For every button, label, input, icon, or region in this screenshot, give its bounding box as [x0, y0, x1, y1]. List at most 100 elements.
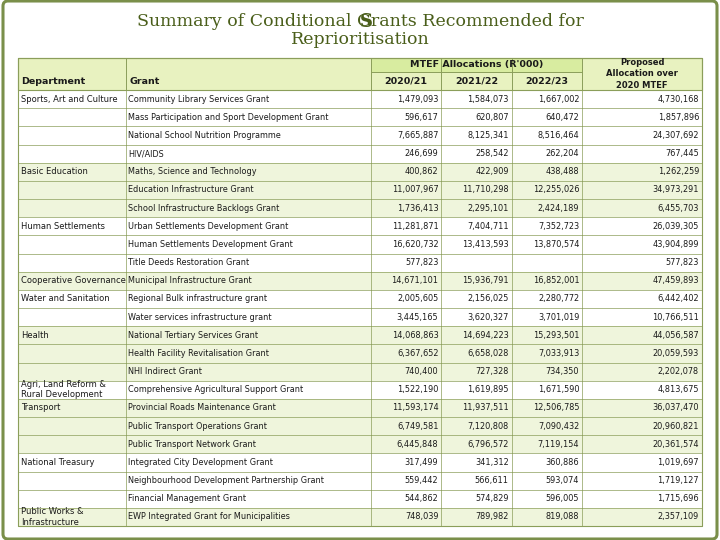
Text: 544,862: 544,862	[405, 494, 438, 503]
Text: Financial Management Grant: Financial Management Grant	[128, 494, 246, 503]
Text: 620,807: 620,807	[475, 113, 509, 122]
Text: Integrated City Development Grant: Integrated City Development Grant	[128, 458, 273, 467]
Text: 740,400: 740,400	[405, 367, 438, 376]
Bar	[18, 199, 702, 217]
Bar	[18, 145, 702, 163]
Text: 577,823: 577,823	[405, 258, 438, 267]
Text: 2,295,101: 2,295,101	[467, 204, 509, 213]
Text: Proposed
Allocation over
2020 MTEF: Proposed Allocation over 2020 MTEF	[606, 58, 678, 90]
Text: 566,611: 566,611	[475, 476, 509, 485]
Text: 14,068,863: 14,068,863	[392, 330, 438, 340]
Text: Sports, Art and Culture: Sports, Art and Culture	[21, 94, 117, 104]
Text: 44,056,587: 44,056,587	[652, 330, 699, 340]
Text: 767,445: 767,445	[665, 149, 699, 158]
Text: 20,361,574: 20,361,574	[652, 440, 699, 449]
Text: 20,960,821: 20,960,821	[652, 422, 699, 430]
Bar	[18, 435, 702, 454]
Text: 13,870,574: 13,870,574	[533, 240, 580, 249]
Text: 246,699: 246,699	[405, 149, 438, 158]
Bar	[18, 290, 702, 308]
Bar	[18, 108, 702, 126]
Bar	[371, 58, 582, 72]
Text: 1,522,190: 1,522,190	[397, 385, 438, 394]
Bar	[18, 58, 702, 90]
Text: S: S	[360, 13, 373, 31]
Text: 47,459,893: 47,459,893	[652, 276, 699, 285]
Text: Urban Settlements Development Grant: Urban Settlements Development Grant	[128, 222, 289, 231]
Text: 36,037,470: 36,037,470	[652, 403, 699, 413]
Text: 1,671,590: 1,671,590	[538, 385, 580, 394]
Bar	[18, 58, 702, 526]
Text: 341,312: 341,312	[475, 458, 509, 467]
Text: Public Transport Network Grant: Public Transport Network Grant	[128, 440, 256, 449]
Text: Title Deeds Restoration Grant: Title Deeds Restoration Grant	[128, 258, 249, 267]
Text: Summary of Conditional Grants Recommended for: Summary of Conditional Grants Recommende…	[137, 14, 583, 30]
Text: 593,074: 593,074	[546, 476, 580, 485]
Bar	[18, 163, 702, 181]
Text: 438,488: 438,488	[546, 167, 580, 176]
Text: Agri, Land Reform &
Rural Development: Agri, Land Reform & Rural Development	[21, 380, 106, 400]
Text: 11,937,511: 11,937,511	[462, 403, 509, 413]
Text: Community Library Services Grant: Community Library Services Grant	[128, 94, 269, 104]
Bar	[18, 454, 702, 471]
Text: 2,280,772: 2,280,772	[538, 294, 580, 303]
Text: 7,119,154: 7,119,154	[538, 440, 580, 449]
Text: 26,039,305: 26,039,305	[652, 222, 699, 231]
Text: 1,667,002: 1,667,002	[538, 94, 580, 104]
Text: 10,766,511: 10,766,511	[652, 313, 699, 322]
Text: 34,973,291: 34,973,291	[652, 185, 699, 194]
Text: Mass Participation and Sport Development Grant: Mass Participation and Sport Development…	[128, 113, 328, 122]
Text: 1,479,093: 1,479,093	[397, 94, 438, 104]
Text: 6,445,848: 6,445,848	[397, 440, 438, 449]
Text: Public Transport Operations Grant: Public Transport Operations Grant	[128, 422, 267, 430]
Text: 6,367,652: 6,367,652	[397, 349, 438, 358]
Text: Regional Bulk infrastructure grant: Regional Bulk infrastructure grant	[128, 294, 267, 303]
Text: 596,005: 596,005	[546, 494, 580, 503]
Text: EWP Integrated Grant for Municipalities: EWP Integrated Grant for Municipalities	[128, 512, 290, 522]
Text: Neighbourhood Development Partnership Grant: Neighbourhood Development Partnership Gr…	[128, 476, 324, 485]
Text: 6,442,402: 6,442,402	[657, 294, 699, 303]
Text: 7,033,913: 7,033,913	[538, 349, 580, 358]
Text: 317,499: 317,499	[405, 458, 438, 467]
Text: 559,442: 559,442	[405, 476, 438, 485]
Text: 2,357,109: 2,357,109	[658, 512, 699, 522]
Bar	[18, 490, 702, 508]
Text: National Tertiary Services Grant: National Tertiary Services Grant	[128, 330, 258, 340]
Bar	[18, 381, 702, 399]
Text: 1,719,127: 1,719,127	[657, 476, 699, 485]
Bar	[18, 362, 702, 381]
Text: Basic Education: Basic Education	[21, 167, 88, 176]
Bar	[18, 272, 702, 290]
Text: Human Settlements Development Grant: Human Settlements Development Grant	[128, 240, 293, 249]
Text: 1,857,896: 1,857,896	[657, 113, 699, 122]
Text: Grant: Grant	[129, 77, 159, 85]
Text: 14,694,223: 14,694,223	[462, 330, 509, 340]
Text: 7,665,887: 7,665,887	[397, 131, 438, 140]
Text: 43,904,899: 43,904,899	[652, 240, 699, 249]
Text: 2022/23: 2022/23	[526, 77, 569, 85]
Text: 2,005,605: 2,005,605	[397, 294, 438, 303]
Bar	[18, 126, 702, 145]
Text: Reprioritisation: Reprioritisation	[291, 31, 429, 49]
Text: 1,584,073: 1,584,073	[467, 94, 509, 104]
Text: 1,619,895: 1,619,895	[467, 385, 509, 394]
Text: 360,886: 360,886	[546, 458, 580, 467]
Bar	[18, 181, 702, 199]
Text: 596,617: 596,617	[405, 113, 438, 122]
Bar	[18, 508, 702, 526]
Text: 11,007,967: 11,007,967	[392, 185, 438, 194]
Text: 734,350: 734,350	[546, 367, 580, 376]
Text: 422,909: 422,909	[475, 167, 509, 176]
Text: 1,736,413: 1,736,413	[397, 204, 438, 213]
Text: 8,125,341: 8,125,341	[467, 131, 509, 140]
Text: 7,352,723: 7,352,723	[538, 222, 580, 231]
Text: 1,715,696: 1,715,696	[657, 494, 699, 503]
Bar	[18, 345, 702, 362]
Text: Maths, Science and Technology: Maths, Science and Technology	[128, 167, 256, 176]
Text: 7,404,711: 7,404,711	[467, 222, 509, 231]
Text: 11,710,298: 11,710,298	[462, 185, 509, 194]
Text: Department: Department	[21, 77, 85, 85]
Text: 1,262,259: 1,262,259	[657, 167, 699, 176]
Text: 262,204: 262,204	[546, 149, 580, 158]
Text: 3,620,327: 3,620,327	[467, 313, 509, 322]
